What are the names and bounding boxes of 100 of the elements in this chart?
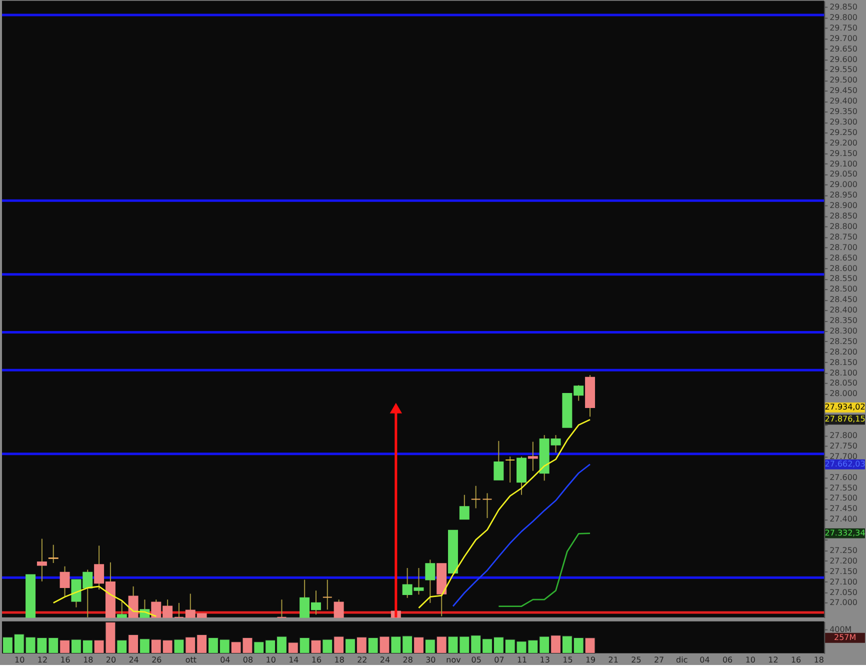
y-tick-label: 29.150 bbox=[830, 148, 858, 158]
x-tick-label: 24 bbox=[128, 656, 139, 665]
y-tick-label: 29.500 bbox=[830, 76, 858, 85]
candlestick bbox=[116, 600, 127, 618]
y-tick-label: 28.500 bbox=[830, 284, 858, 294]
x-tick-label: ott bbox=[185, 656, 196, 665]
x-tick-label: 10 bbox=[266, 656, 276, 665]
y-tick-label: 27.450 bbox=[830, 504, 858, 514]
candlestick bbox=[60, 566, 70, 597]
y-tick-label: 27.000 bbox=[830, 598, 858, 608]
text: 27.662,03 bbox=[824, 459, 866, 468]
y-tick-label: 29.300 bbox=[830, 117, 858, 126]
candlestick bbox=[174, 602, 184, 618]
candlestick bbox=[505, 456, 516, 484]
x-tick-label: 30 bbox=[426, 656, 436, 665]
y-tick-label: 28.700 bbox=[830, 242, 858, 252]
y-tick-label: 28.950 bbox=[830, 190, 858, 200]
candlestick bbox=[482, 492, 492, 519]
y-tick-label: 27.400 bbox=[830, 514, 858, 524]
y-tick-label: 29.050 bbox=[830, 170, 858, 179]
y-tick-label: 28.050 bbox=[830, 378, 858, 388]
line-series bbox=[452, 464, 591, 607]
x-tick-label: 26 bbox=[152, 656, 162, 665]
x-tick-label: 10 bbox=[745, 656, 756, 665]
x-tick-label: 05 bbox=[471, 656, 482, 665]
text: 257M bbox=[834, 632, 856, 642]
text: 27.876,15 bbox=[824, 414, 866, 424]
y-tick-label: 28.000 bbox=[830, 389, 858, 398]
x-tick-label: 18 bbox=[83, 656, 94, 665]
x-tick-label: 16 bbox=[60, 656, 70, 665]
y-tick-label: 29.200 bbox=[830, 138, 858, 148]
y-tick-label: 28.900 bbox=[830, 201, 858, 210]
x-tick-label: dic bbox=[676, 656, 688, 665]
candlestick bbox=[516, 456, 527, 496]
y-tick-label: 27.800 bbox=[830, 431, 858, 440]
y-tick-label: 28.100 bbox=[830, 368, 858, 378]
y-tick-label: 27.600 bbox=[830, 472, 858, 482]
candlestick bbox=[494, 440, 504, 480]
x-tick-label: 28 bbox=[402, 656, 413, 665]
y-tick-label: 27.550 bbox=[830, 483, 858, 492]
y-tick-label: 29.450 bbox=[830, 86, 858, 96]
x-tick-label: 27 bbox=[654, 656, 664, 665]
y-tick-label: 29.000 bbox=[830, 180, 858, 190]
x-tick-label: 13 bbox=[540, 656, 550, 665]
x-tick-label: 18 bbox=[814, 656, 824, 665]
y-tick-label: 29.750 bbox=[830, 23, 858, 32]
y-tick-label: 27.200 bbox=[830, 556, 858, 566]
y-tick-label: 27.150 bbox=[830, 566, 858, 576]
y-tick-label: 27.700 bbox=[830, 452, 858, 461]
y-tick-label: 29.850 bbox=[830, 2, 858, 12]
x-tick-label: 12 bbox=[768, 656, 778, 665]
y-tick-label: 28.650 bbox=[830, 253, 858, 262]
candlestick bbox=[322, 579, 332, 610]
y-tick-label: 29.400 bbox=[830, 96, 858, 106]
y-tick-label: 28.250 bbox=[830, 336, 858, 346]
x-tick-label: 20 bbox=[106, 656, 116, 665]
y-tick-label: 29.800 bbox=[830, 12, 858, 22]
x-tick-label: 24 bbox=[380, 656, 390, 665]
y-tick-label: 29.550 bbox=[830, 65, 858, 74]
y-tick-label: 28.200 bbox=[830, 347, 858, 356]
candlestick bbox=[276, 599, 287, 618]
y-tick-label: 28.550 bbox=[830, 274, 858, 284]
candlestick bbox=[128, 586, 138, 618]
text: 27.934,02 bbox=[824, 402, 866, 412]
candlestick bbox=[425, 559, 436, 604]
y-tick-label: 27.750 bbox=[830, 441, 858, 450]
x-tick-label: 18 bbox=[334, 656, 344, 665]
y-tick-label: 27.100 bbox=[830, 577, 858, 586]
y-tick-label: 27.500 bbox=[830, 494, 858, 503]
y-tick-label: 28.800 bbox=[830, 222, 858, 231]
y-tick-label: 27.250 bbox=[830, 546, 858, 555]
x-tick-label: 04 bbox=[220, 656, 230, 665]
x-tick-label: 15 bbox=[562, 656, 573, 665]
candlestick bbox=[334, 599, 344, 618]
x-tick-label: 25 bbox=[631, 656, 642, 665]
y-tick-label: 28.750 bbox=[830, 232, 858, 242]
y-tick-label: 29.600 bbox=[830, 54, 858, 64]
x-tick-label: 08 bbox=[242, 656, 254, 665]
text: 27.332,34 bbox=[824, 528, 866, 538]
x-tick-label: 22 bbox=[357, 656, 368, 665]
line-series bbox=[498, 532, 591, 607]
x-tick-label: 21 bbox=[608, 656, 618, 665]
y-tick-label: 29.650 bbox=[830, 44, 858, 54]
x-tick-label: nov bbox=[446, 656, 462, 665]
x-tick-label: 11 bbox=[516, 656, 528, 665]
y-tick-label: 400M bbox=[830, 624, 852, 634]
y-tick-label: 28.400 bbox=[830, 306, 858, 315]
y-tick-label: 28.300 bbox=[830, 326, 858, 336]
x-tick-label: 14 bbox=[288, 656, 299, 665]
y-tick-label: 28.600 bbox=[830, 264, 858, 273]
x-tick-label: 06 bbox=[722, 656, 733, 665]
x-tick-label: 10 bbox=[14, 656, 25, 665]
candlestick bbox=[528, 441, 538, 472]
candlestick bbox=[470, 485, 481, 509]
candlestick bbox=[36, 538, 47, 582]
x-tick-label: 16 bbox=[311, 656, 322, 665]
y-tick-label: 27.050 bbox=[830, 588, 858, 597]
x-tick-label: 19 bbox=[585, 656, 596, 665]
x-tick-label: 04 bbox=[700, 656, 710, 665]
y-tick-label: 28.150 bbox=[830, 358, 858, 367]
